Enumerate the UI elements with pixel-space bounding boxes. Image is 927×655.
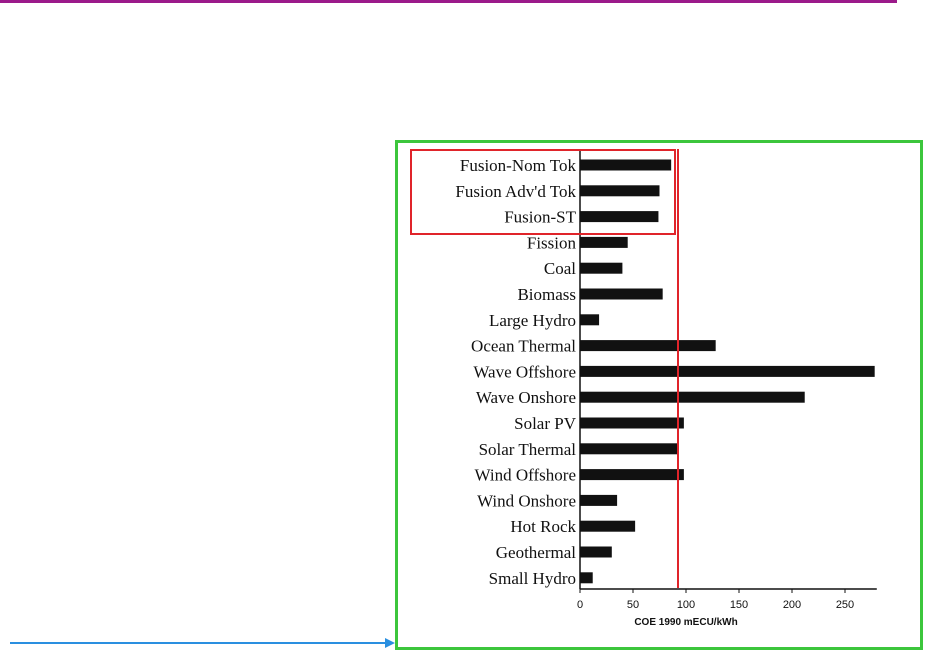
category-label: Ocean Thermal [471,337,576,356]
category-label: Hot Rock [510,517,576,536]
category-label: Wave Offshore [473,362,576,381]
category-label: Solar PV [514,414,577,433]
x-tick-label: 50 [627,599,639,611]
bar-16 [580,572,593,584]
category-label: Wind Offshore [475,466,576,485]
bar-4 [580,262,623,274]
bar-10 [580,417,684,429]
x-ticks-group: 0 50 100 150 200 250 [577,589,854,611]
x-axis-title: COE 1990 mECU/kWh [634,617,737,628]
category-label: Fusion-Nom Tok [460,156,577,175]
x-tick-label: 200 [783,599,801,611]
reference-line [677,149,679,588]
bar-15 [580,546,612,558]
bars-group [580,159,875,584]
bar-11 [580,443,679,455]
cost-of-electricity-chart: Fusion-Nom Tok Fusion Adv'd Tok Fusion-ST F… [455,149,877,628]
bar-13 [580,494,618,506]
fusion-highlight-box [410,149,676,235]
bar-5 [580,288,663,300]
x-tick-label: 250 [836,599,854,611]
category-label: Large Hydro [489,311,576,330]
category-label: Fusion-ST [504,208,576,227]
category-label: Biomass [517,285,576,304]
title-rule [0,0,897,3]
bar-14 [580,520,636,532]
category-label: Small Hydro [489,569,576,588]
bar-2 [580,211,659,223]
bar-7 [580,340,716,352]
x-tick-label: 0 [577,599,583,611]
bar-1 [580,185,660,197]
category-label: Solar Thermal [479,440,577,459]
category-labels-group: Fusion-Nom Tok Fusion Adv'd Tok Fusion-ST F… [455,156,576,588]
bar-9 [580,391,805,403]
category-label: Wave Onshore [476,388,576,407]
pointer-arrow [10,642,386,644]
x-tick-label: 100 [677,599,695,611]
bar-8 [580,365,875,377]
category-label: Fission [527,233,577,252]
category-label: Wind Onshore [477,491,576,510]
chart-frame [395,140,923,650]
bar-6 [580,314,600,326]
bar-0 [580,159,672,171]
category-label: Coal [544,259,576,278]
bar-3 [580,236,628,248]
category-label: Fusion Adv'd Tok [455,182,576,201]
pointer-arrow-head [385,638,395,648]
bar-12 [580,469,684,481]
category-label: Geothermal [496,543,577,562]
x-tick-label: 150 [730,599,748,611]
